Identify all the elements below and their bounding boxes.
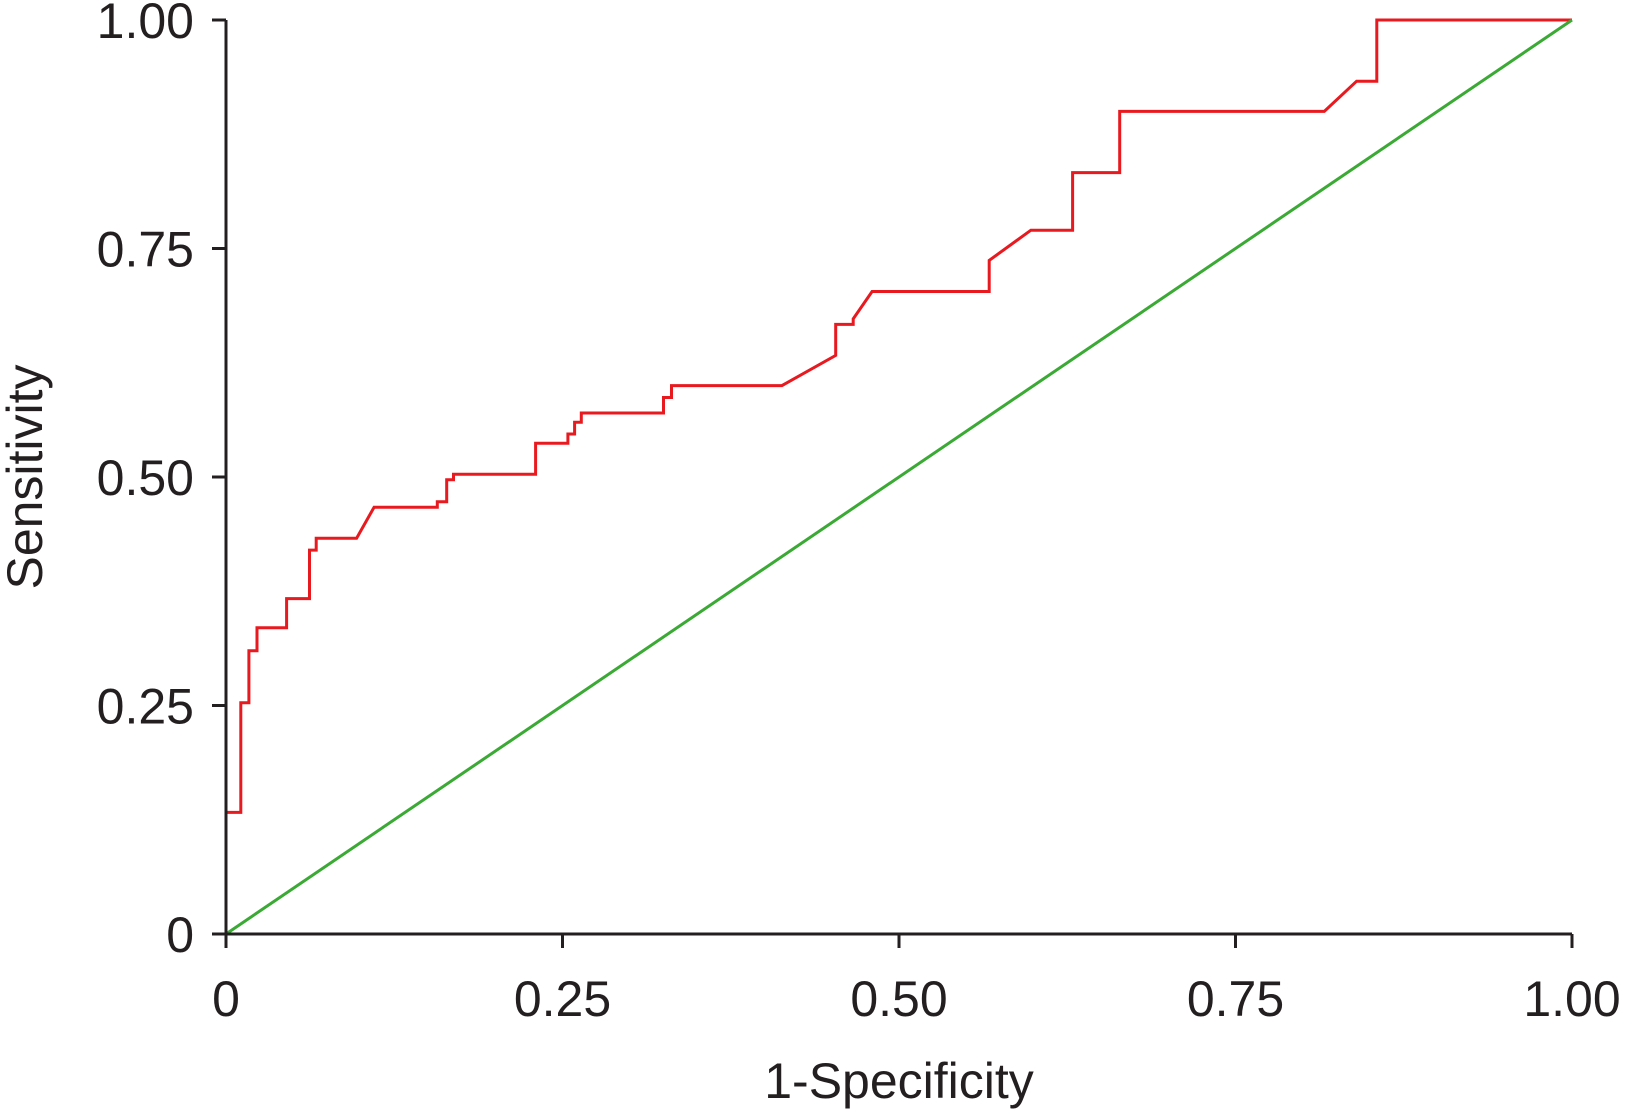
y-tick-label: 1.00 xyxy=(97,0,194,49)
x-tick-label: 0.25 xyxy=(514,971,611,1027)
x-ticks: 0 0.25 0.50 0.75 1.00 xyxy=(212,934,1621,1027)
roc-curve-line xyxy=(226,18,1572,814)
x-tick-label: 0 xyxy=(212,971,240,1027)
x-tick-label: 0.50 xyxy=(850,971,947,1027)
y-tick-label: 0.75 xyxy=(97,222,194,278)
y-axis-title: Sensitivity xyxy=(0,364,53,589)
x-tick-label: 0.75 xyxy=(1187,971,1284,1027)
reference-diagonal-line xyxy=(225,18,1573,936)
y-tick-label: 0.50 xyxy=(97,450,194,506)
x-tick-label: 1.00 xyxy=(1523,971,1620,1027)
y-tick-label: 0.25 xyxy=(97,679,194,735)
y-ticks: 0 0.25 0.50 0.75 1.00 xyxy=(97,0,226,963)
plot-marks xyxy=(225,18,1573,936)
x-axis-title: 1-Specificity xyxy=(764,1053,1034,1109)
y-tick-label: 0 xyxy=(166,907,194,963)
